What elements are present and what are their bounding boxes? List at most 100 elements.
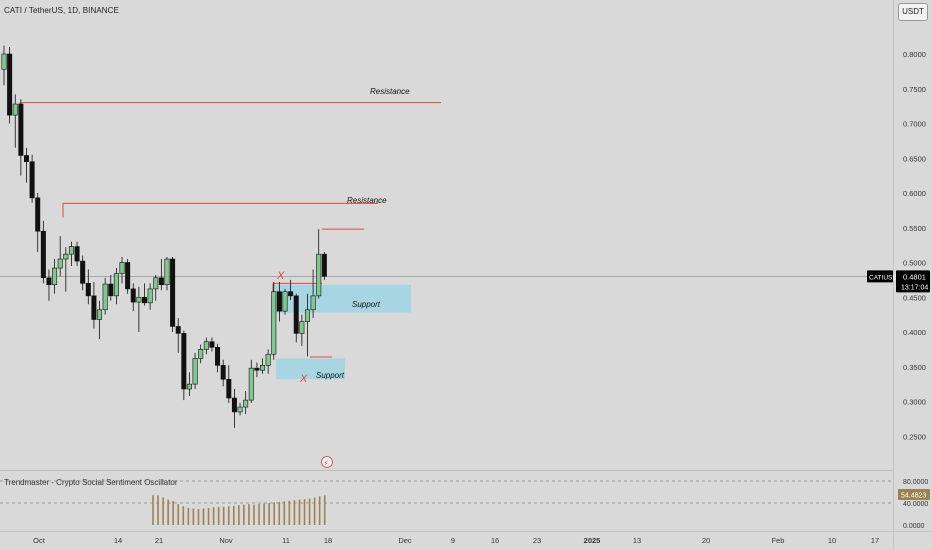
time-axis[interactable]: Oct 14 21 Nov 11 18 Dec 9 16 23 2025 13 20 Feb 10 17: [33, 536, 879, 545]
candle-body: [231, 397, 237, 413]
indicator-title[interactable]: Trendmaster - Crypto Social Sentiment Os…: [4, 478, 178, 487]
candle-body: [271, 291, 277, 355]
x-mark: X: [276, 270, 285, 282]
candle-body: [102, 283, 108, 311]
osc-tick-label: 80.0000: [903, 479, 928, 486]
candle-body: [23, 155, 29, 163]
candle-body: [68, 246, 74, 255]
x-tick-label: 16: [491, 536, 499, 545]
candle-body: [304, 309, 310, 322]
candle-body: [237, 406, 243, 413]
candle-body: [288, 291, 294, 297]
x-tick-label: Nov: [219, 536, 233, 545]
candle-body: [215, 346, 221, 366]
candle-body: [18, 103, 24, 156]
candle-body: [276, 291, 282, 312]
candle-body: [35, 197, 41, 232]
candle-body: [220, 365, 226, 380]
x-tick-label: 20: [702, 536, 710, 545]
candle-body: [186, 383, 192, 390]
candle-body: [74, 246, 80, 262]
x-tick-label: 18: [324, 536, 332, 545]
x-tick-label: 11: [282, 536, 290, 545]
candle-body: [170, 258, 176, 327]
y-tick-label: 0.3000: [903, 398, 926, 407]
y-tick-label: 0.3500: [903, 363, 926, 372]
candle-body: [29, 161, 35, 199]
support-zone: [276, 358, 345, 380]
symbol-badge-label: CATIUSDT: [869, 274, 901, 281]
candle-body: [57, 258, 63, 269]
candle-body: [52, 267, 58, 286]
osc-tick-label: 40.0000: [903, 501, 928, 508]
x-tick-label: 14: [114, 536, 122, 545]
resistance-label: Resistance: [347, 196, 387, 205]
candle-body: [299, 321, 305, 334]
candle-body: [158, 277, 164, 286]
x-tick-label: 17: [871, 536, 879, 545]
support-zone: [273, 284, 411, 313]
candle-body: [181, 333, 187, 390]
candle-body: [119, 262, 125, 274]
y-tick-label: 0.6500: [903, 154, 926, 163]
resistance-lines: [19, 102, 441, 358]
candle-body: [260, 365, 266, 371]
candle-body: [293, 295, 299, 334]
x-mark: X: [299, 373, 308, 385]
x-tick-label: 10: [828, 536, 836, 545]
candle-body: [91, 295, 97, 320]
support-label: Support: [316, 371, 345, 380]
candle-body: [209, 341, 215, 348]
candle-body: [153, 277, 159, 290]
price-badge: [896, 270, 930, 293]
x-tick-label: 2025: [584, 536, 601, 545]
y-tick-label: 0.4000: [903, 328, 926, 337]
x-tick-label: Oct: [33, 536, 46, 545]
y-tick-label: 0.5500: [903, 224, 926, 233]
x-tick-label: Dec: [398, 536, 412, 545]
candle-body: [248, 367, 254, 401]
x-tick-label: 21: [155, 536, 163, 545]
candle-body: [7, 53, 13, 116]
candle-body: [125, 262, 131, 290]
candle-body: [80, 260, 86, 284]
candle-body: [164, 258, 170, 286]
y-tick-label: 0.6000: [903, 189, 926, 198]
x-tick-label: 13: [633, 536, 641, 545]
price-badge-countdown: 13:17:04: [901, 284, 928, 291]
candle-body: [147, 288, 153, 304]
candle-body: [113, 273, 119, 297]
annotation-labels: Resistance Resistance Support Support X X ⚡: [276, 87, 410, 468]
y-tick-label: 0.8000: [903, 50, 926, 59]
candle-body: [192, 358, 198, 385]
candle-body: [265, 353, 271, 366]
candle-body: [203, 341, 209, 350]
y-tick-label: 0.7000: [903, 120, 926, 129]
candle-body: [136, 296, 142, 303]
candle-body: [40, 230, 46, 279]
x-tick-label: 9: [451, 536, 455, 545]
candles: [1, 45, 327, 428]
osc-tick-label: 0.0000: [903, 523, 925, 530]
candle-body: [243, 399, 249, 408]
resistance-label: Resistance: [370, 87, 410, 96]
osc-value-badge: [898, 489, 930, 501]
candle-body: [175, 326, 181, 334]
price-axis[interactable]: 0.8000 0.7500 0.7000 0.6500 0.6000 0.5500 0.50…: [867, 50, 930, 441]
lightning-icon: [321, 456, 333, 468]
candle-body: [85, 283, 91, 297]
candle-body: [63, 253, 69, 260]
y-tick-label: 0.7500: [903, 85, 926, 94]
y-tick-label: 0.2500: [903, 432, 926, 441]
support-label: Support: [352, 300, 381, 309]
currency-button[interactable]: USDT: [898, 3, 928, 21]
candle-body: [1, 53, 7, 70]
osc-value-label: 54.4823: [901, 493, 926, 500]
y-tick-label: 0.5000: [903, 259, 926, 268]
candle-body: [282, 291, 288, 312]
symbol-title[interactable]: CATI / TetherUS, 1D, BINANCE: [4, 6, 119, 15]
candle-body: [198, 349, 204, 359]
